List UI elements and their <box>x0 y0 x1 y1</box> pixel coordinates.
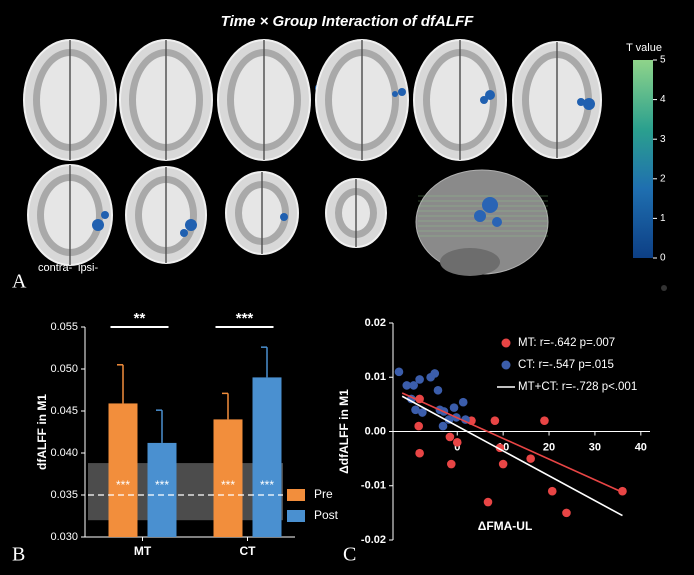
x-tick-label: 20 <box>543 441 555 453</box>
activation <box>398 88 406 96</box>
colorbar-label: T value <box>626 42 662 54</box>
hemisphere-label: ipsi- <box>78 262 99 274</box>
point <box>483 497 493 507</box>
activation <box>577 98 585 106</box>
point <box>526 454 535 463</box>
point <box>445 432 455 442</box>
point <box>409 381 418 390</box>
cerebellum <box>440 248 500 276</box>
inner-label: *** <box>116 478 130 492</box>
activation <box>101 211 109 219</box>
colorbar-tick-label: 2 <box>660 173 666 184</box>
activation <box>392 91 398 97</box>
point <box>547 486 557 496</box>
point <box>402 381 412 390</box>
legend-marker <box>501 360 511 370</box>
legend-label: MT+CT: r=-.728 p<.001 <box>518 381 637 393</box>
x-axis-label: ΔFMA-UL <box>478 519 533 533</box>
point <box>452 438 462 447</box>
brain-slices <box>23 39 602 276</box>
point <box>433 385 443 395</box>
point <box>444 415 454 424</box>
y-tick-label: 0.050 <box>50 363 78 375</box>
panel-label: A <box>12 271 27 293</box>
y-tick-label: 0.030 <box>50 531 78 543</box>
inner-label: *** <box>260 478 274 492</box>
point <box>418 408 427 417</box>
legend-label: Post <box>314 508 339 522</box>
legend-label: Pre <box>314 487 333 501</box>
colorbar-tick-label: 0 <box>660 253 666 264</box>
y-axis-label: ΔdfALFF in M1 <box>337 389 351 474</box>
colorbar <box>633 60 653 258</box>
legend-marker <box>501 338 511 348</box>
activation <box>180 229 188 237</box>
activation <box>583 98 595 110</box>
y-tick-label: 0.00 <box>365 425 386 437</box>
activation <box>485 90 495 100</box>
y-tick-label: 0.01 <box>365 371 386 383</box>
y-tick-label: -0.02 <box>361 534 386 546</box>
inner-label: *** <box>221 478 235 492</box>
activation <box>492 217 502 227</box>
legend-swatch <box>287 489 305 501</box>
significance-label: *** <box>236 310 254 327</box>
bar <box>252 377 282 537</box>
y-tick-label: 0.040 <box>50 447 78 459</box>
activation <box>480 96 488 104</box>
point <box>415 375 424 384</box>
fit-line <box>401 392 623 493</box>
y-axis-label: dfALFF in M1 <box>35 394 49 470</box>
bar <box>108 403 138 537</box>
activation <box>474 210 486 222</box>
y-tick-label: -0.01 <box>361 480 386 492</box>
point <box>458 397 468 407</box>
point <box>490 416 500 425</box>
point <box>562 508 571 518</box>
point <box>430 369 440 378</box>
point <box>394 367 404 377</box>
dot <box>661 285 667 291</box>
colorbar-tick-label: 4 <box>660 94 666 105</box>
point <box>414 421 424 431</box>
point <box>618 486 627 496</box>
bar <box>213 419 243 537</box>
colorbar-tick-label: 3 <box>660 134 666 145</box>
figure-title: Time × Group Interaction of dfALFF <box>221 13 474 30</box>
activation <box>280 213 288 221</box>
point <box>449 403 459 412</box>
fit-line <box>401 395 623 517</box>
colorbar-tick-label: 1 <box>660 213 666 224</box>
point <box>540 416 549 425</box>
activation <box>482 197 498 213</box>
y-tick-label: 0.045 <box>50 405 78 417</box>
y-tick-label: 0.035 <box>50 489 78 501</box>
x-tick-label: 40 <box>635 441 647 453</box>
point <box>411 405 420 415</box>
legend-label: MT: r=-.642 p=.007 <box>518 337 615 349</box>
point <box>498 459 508 469</box>
inner-label: *** <box>155 478 169 492</box>
panel-label: C <box>343 544 356 566</box>
legend-label: CT: r=-.547 p=.015 <box>518 359 614 371</box>
y-tick-label: 0.02 <box>365 317 386 329</box>
point <box>415 448 424 458</box>
x-tick-label: 30 <box>589 441 601 453</box>
activation <box>92 219 104 231</box>
activation <box>185 219 197 231</box>
y-tick-label: 0.055 <box>50 321 78 333</box>
legend-swatch <box>287 510 305 522</box>
panel-label: B <box>12 544 25 566</box>
point <box>446 459 456 469</box>
significance-label: ** <box>134 310 146 327</box>
bar <box>147 442 177 537</box>
colorbar-tick-label: 5 <box>660 55 666 66</box>
point <box>438 421 448 431</box>
x-tick-label: CT <box>240 544 257 558</box>
x-tick-label: MT <box>134 544 152 558</box>
x-tick-label: 0 <box>454 441 460 453</box>
